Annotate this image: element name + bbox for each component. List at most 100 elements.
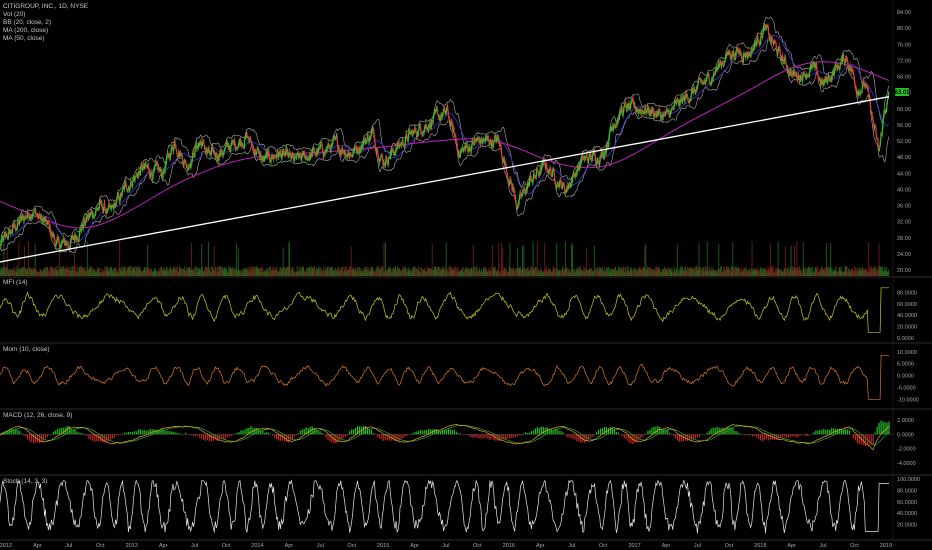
candle-body <box>604 152 606 157</box>
candle-body <box>402 142 404 145</box>
candle-body <box>82 223 85 229</box>
candle-body <box>198 143 200 146</box>
candle-body <box>98 203 100 209</box>
candle-body <box>507 178 510 183</box>
candle-body <box>607 145 609 146</box>
candle-body <box>640 111 642 114</box>
volume-bar <box>124 267 126 276</box>
candle-body <box>591 159 593 161</box>
candle-body <box>421 134 423 135</box>
candle-body <box>124 183 126 186</box>
candle-body <box>722 63 724 65</box>
candle-body <box>467 151 470 152</box>
candle-body <box>148 171 151 176</box>
candle-body <box>223 150 225 152</box>
volume-bar <box>260 267 262 276</box>
candle-body <box>282 150 284 153</box>
volume-bar <box>544 243 546 276</box>
candle-body <box>229 146 232 152</box>
candle-body <box>515 201 517 205</box>
candle-body <box>684 96 686 102</box>
volume-bar <box>583 266 585 276</box>
volume-bar <box>382 267 384 276</box>
candle-body <box>540 169 542 172</box>
candle-body <box>234 144 237 149</box>
candle-body <box>113 204 115 210</box>
candle-body <box>235 147 237 149</box>
candle-body <box>342 150 345 152</box>
candle-body <box>663 112 665 115</box>
candle-body <box>722 64 724 66</box>
candle-body <box>622 111 624 116</box>
candle-body <box>290 155 292 159</box>
volume-bar <box>850 268 852 276</box>
candle-body <box>740 54 743 58</box>
candle-body <box>283 148 285 154</box>
candle-body <box>456 143 458 149</box>
volume-bar <box>686 266 688 276</box>
candle-body <box>640 111 643 112</box>
candle-body <box>234 140 236 145</box>
candle-body <box>441 116 443 118</box>
candle-body <box>173 147 175 152</box>
candle-body <box>704 81 706 83</box>
candle-body <box>517 207 519 209</box>
volume-bar <box>706 241 708 276</box>
candle-body <box>0 239 3 244</box>
candle-body <box>347 152 349 156</box>
candle-body <box>42 218 45 221</box>
candle-body <box>44 219 46 222</box>
candle-body <box>544 162 546 167</box>
candle-body <box>218 156 220 161</box>
volume-bar <box>383 242 385 276</box>
volume-bar <box>501 242 503 276</box>
candle-body <box>586 156 588 160</box>
candle-body <box>296 152 298 156</box>
price-pane[interactable] <box>0 16 890 276</box>
candle-body <box>444 110 446 112</box>
volume-bar <box>213 246 215 276</box>
candle-body <box>271 155 274 158</box>
candle-body <box>667 108 669 112</box>
candle-body <box>70 239 72 242</box>
candle-body <box>102 209 104 211</box>
candle-body <box>247 136 249 138</box>
candle-body <box>560 185 563 189</box>
candle-body <box>436 108 439 115</box>
candle-body <box>710 79 713 84</box>
candle-body <box>611 128 613 130</box>
candle-body <box>399 144 401 147</box>
candle-body <box>387 163 389 165</box>
volume-bar <box>598 266 600 276</box>
candle-body <box>270 162 272 163</box>
candle-body <box>491 141 494 144</box>
candle-body <box>518 195 521 200</box>
candle-body <box>311 150 314 155</box>
candle-body <box>374 142 376 148</box>
candle-body <box>106 208 109 213</box>
volume-bar <box>820 268 822 276</box>
candle-body <box>554 180 556 184</box>
candle-body <box>1 238 3 240</box>
candle-body <box>93 215 96 217</box>
candle-body <box>567 187 569 189</box>
candle-body <box>592 153 594 156</box>
candle-body <box>390 151 392 156</box>
candle-body <box>256 151 258 154</box>
volume-bar <box>150 267 152 276</box>
candle-body <box>11 232 13 234</box>
candle-body <box>496 137 498 141</box>
candle-body <box>40 215 43 222</box>
candle-body <box>3 235 5 238</box>
candle-body <box>366 136 368 141</box>
candle-body <box>666 109 668 111</box>
candle-body <box>484 141 486 142</box>
candle-body <box>108 204 111 207</box>
candle-body <box>524 189 526 192</box>
candle-body <box>349 153 351 156</box>
candle-body <box>30 217 32 219</box>
candle-body <box>625 104 627 109</box>
candle-body <box>257 147 260 154</box>
candle-body <box>361 147 363 150</box>
